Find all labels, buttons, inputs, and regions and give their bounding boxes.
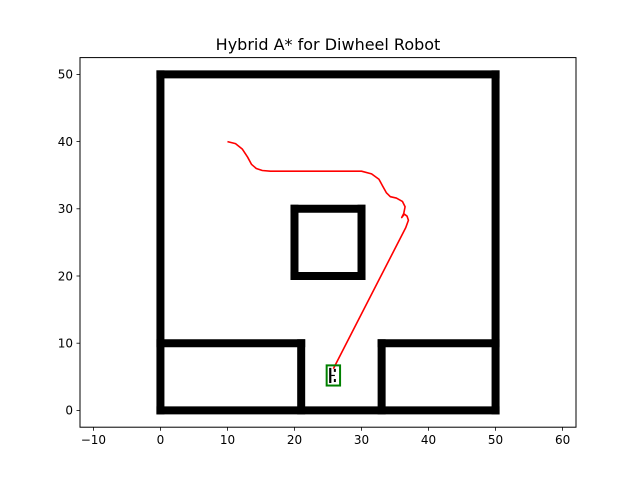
y-tick-label: 50	[58, 68, 73, 82]
path-layer	[227, 140, 410, 370]
chart-title: Hybrid A* for Diwheel Robot	[216, 35, 441, 54]
y-tick-label: 30	[58, 202, 73, 216]
x-tick-label: 60	[555, 433, 570, 447]
robot-wheel-right-front	[333, 368, 336, 372]
robot-wheel-right-rear	[333, 379, 336, 383]
planned-path-line	[227, 140, 410, 370]
y-tick-label: 0	[65, 404, 73, 418]
robot-body	[325, 364, 342, 387]
x-tick-label: 40	[421, 433, 436, 447]
x-axis: −10 0 10 20 30 40 50 60	[81, 427, 570, 447]
robot-layer	[325, 364, 342, 387]
x-tick-label: 0	[157, 433, 165, 447]
obstacle-layer	[156, 70, 500, 415]
x-tick-label: 50	[488, 433, 503, 447]
plot-frame	[79, 57, 577, 428]
y-tick-label: 20	[58, 269, 73, 283]
x-tick-label: 20	[287, 433, 302, 447]
y-tick-label: 40	[58, 135, 73, 149]
y-axis: 0 10 20 30 40 50	[58, 68, 80, 418]
y-tick-label: 10	[58, 337, 73, 351]
x-tick-label: 30	[354, 433, 369, 447]
x-tick-label: −10	[81, 433, 106, 447]
x-tick-label: 10	[220, 433, 235, 447]
robot-wheel-left	[329, 367, 332, 384]
